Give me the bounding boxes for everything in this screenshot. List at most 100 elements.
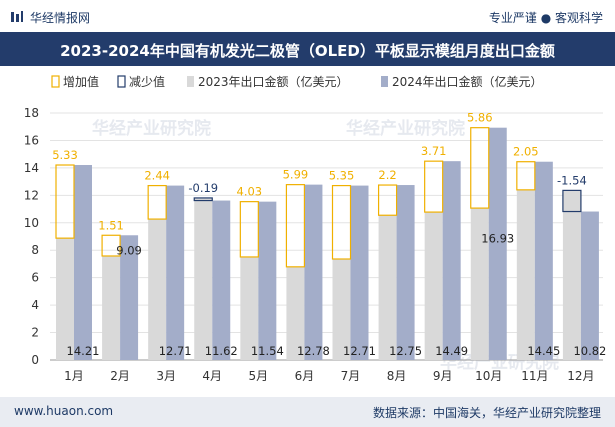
change-label: 2.2 <box>378 168 396 182</box>
change-label: 4.03 <box>237 185 263 199</box>
y-tick-label: 12 <box>24 188 39 202</box>
data-source: 数据来源：中国海关，华经产业研究院整理 <box>372 406 601 420</box>
change-label: 2.05 <box>513 145 539 159</box>
change-marker-increase <box>55 164 75 239</box>
value-label-2024: 12.71 <box>159 344 192 358</box>
bar-2024 <box>580 211 599 360</box>
x-tick-label: 2月 <box>110 369 130 383</box>
top-bar: 华经情报网 专业严谨 ● 客观科学 <box>0 0 615 32</box>
x-tick-label: 10月 <box>475 369 502 383</box>
change-marker-increase <box>516 161 536 191</box>
bar-2024 <box>74 165 92 360</box>
change-label: 5.99 <box>283 168 309 182</box>
bar-2024 <box>120 235 139 360</box>
y-tick-label: 14 <box>24 161 39 175</box>
y-tick-label: 6 <box>31 271 39 285</box>
bar-2024 <box>534 161 553 360</box>
bar-2023 <box>148 219 167 360</box>
change-label: 3.71 <box>421 144 447 158</box>
value-label-2024: 11.62 <box>205 344 238 358</box>
x-tick-label: 8月 <box>387 369 407 383</box>
change-marker-increase <box>470 127 490 209</box>
value-label-2024: 10.82 <box>573 344 606 358</box>
change-marker-increase <box>285 184 306 268</box>
brand-name: 华经情报网 <box>30 11 91 25</box>
y-tick-label: 4 <box>31 298 39 312</box>
legend-swatch-2024 <box>381 76 388 87</box>
bars: 5.33 14.21 1.51 9.09 2.44 12.71 -0.19 11.62 4.03… <box>52 111 606 361</box>
x-tick-label: 9月 <box>433 369 453 383</box>
change-label: -1.54 <box>557 173 587 187</box>
x-tick-label: 1月 <box>64 369 84 383</box>
site-url: www.huaon.com <box>14 404 114 418</box>
y-tick-label: 8 <box>31 243 39 257</box>
change-marker-decrease <box>562 189 582 213</box>
change-label: 5.35 <box>329 169 355 183</box>
bar-2023 <box>286 266 305 360</box>
y-axis: 0 2 4 6 8 10 12 14 16 18 <box>24 106 39 367</box>
legend-label: 减少值 <box>129 74 165 89</box>
brand-logo-icon <box>11 11 23 22</box>
change-marker-increase <box>101 234 121 257</box>
bar-2023 <box>562 190 581 360</box>
bar-2023 <box>424 212 443 360</box>
change-marker-increase <box>377 184 398 216</box>
change-label: 2.44 <box>144 169 170 183</box>
bar-2024 <box>212 200 231 360</box>
legend-swatch-2023 <box>187 76 194 87</box>
legend-label: 增加值 <box>63 74 99 89</box>
change-marker-increase <box>147 184 167 220</box>
title-bar: 2023-2024年中国有机发光二极管（OLED）平板显示模组月度出口金额 <box>0 32 615 66</box>
value-label-2024: 12.75 <box>389 344 422 358</box>
change-label: -0.19 <box>188 181 218 195</box>
legend-swatch-increase <box>51 75 60 88</box>
y-tick-label: 16 <box>24 133 39 147</box>
chart: 增加值 减少值 2023年出口金额（亿美元） 2024年出口金额（亿美元） 华经产业研… <box>24 74 607 383</box>
legend: 增加值 减少值 2023年出口金额（亿美元） 2024年出口金额（亿美元） <box>51 74 543 89</box>
chart-title: 2023-2024年中国有机发光二极管（OLED）平板显示模组月度出口金额 <box>60 42 555 60</box>
watermark-text: 华经产业研究院 <box>92 118 211 139</box>
x-tick-label: 3月 <box>156 369 176 383</box>
x-tick-label: 7月 <box>341 369 361 383</box>
bar-2023 <box>194 197 213 360</box>
value-label-2024: 16.93 <box>481 232 514 246</box>
x-tick-label: 4月 <box>202 369 222 383</box>
value-label-2024: 14.45 <box>527 344 560 358</box>
value-label-2024: 14.21 <box>67 344 100 358</box>
legend-swatch-decrease <box>117 75 126 88</box>
value-label-2024: 12.78 <box>297 344 330 358</box>
change-marker-increase <box>424 160 444 213</box>
y-tick-label: 2 <box>31 326 39 340</box>
value-label-2024: 12.71 <box>343 344 376 358</box>
change-label: 5.33 <box>52 148 78 162</box>
bar-2023 <box>56 238 74 360</box>
bar-2023 <box>470 208 489 360</box>
y-tick-label: 0 <box>31 353 39 367</box>
change-marker-increase <box>239 201 259 258</box>
footer: www.huaon.com 数据来源：中国海关，华经产业研究院整理 <box>0 397 615 427</box>
change-marker-increase <box>331 184 352 260</box>
bar-2024 <box>166 185 185 360</box>
bar-2024 <box>442 161 461 360</box>
y-tick-label: 10 <box>24 216 39 230</box>
bar-2024 <box>350 185 369 360</box>
y-tick-label: 18 <box>24 106 39 120</box>
bar-2024 <box>258 201 277 360</box>
bar-2023 <box>516 189 535 360</box>
bar-2023 <box>378 215 397 360</box>
value-label-2024: 9.09 <box>116 243 142 257</box>
change-marker-decrease <box>193 197 213 202</box>
bar-2023 <box>102 255 121 360</box>
grid <box>50 112 603 361</box>
legend-label: 2024年出口金额（亿美元） <box>392 74 543 89</box>
tagline: 专业严谨 ● 客观科学 <box>488 11 603 25</box>
change-label: 5.86 <box>467 111 493 125</box>
legend-label: 2023年出口金额（亿美元） <box>198 74 349 89</box>
x-tick-label: 6月 <box>295 369 315 383</box>
watermark-text: 华经产业研究院 <box>346 118 465 139</box>
x-axis: 1月 2月 3月 4月 5月 6月 7月 8月 9月 10月 11月 12月 <box>64 369 594 383</box>
bar-2023 <box>240 256 259 360</box>
x-tick-label: 11月 <box>521 369 548 383</box>
bar-2023 <box>332 259 351 360</box>
bar-2024 <box>488 127 507 361</box>
